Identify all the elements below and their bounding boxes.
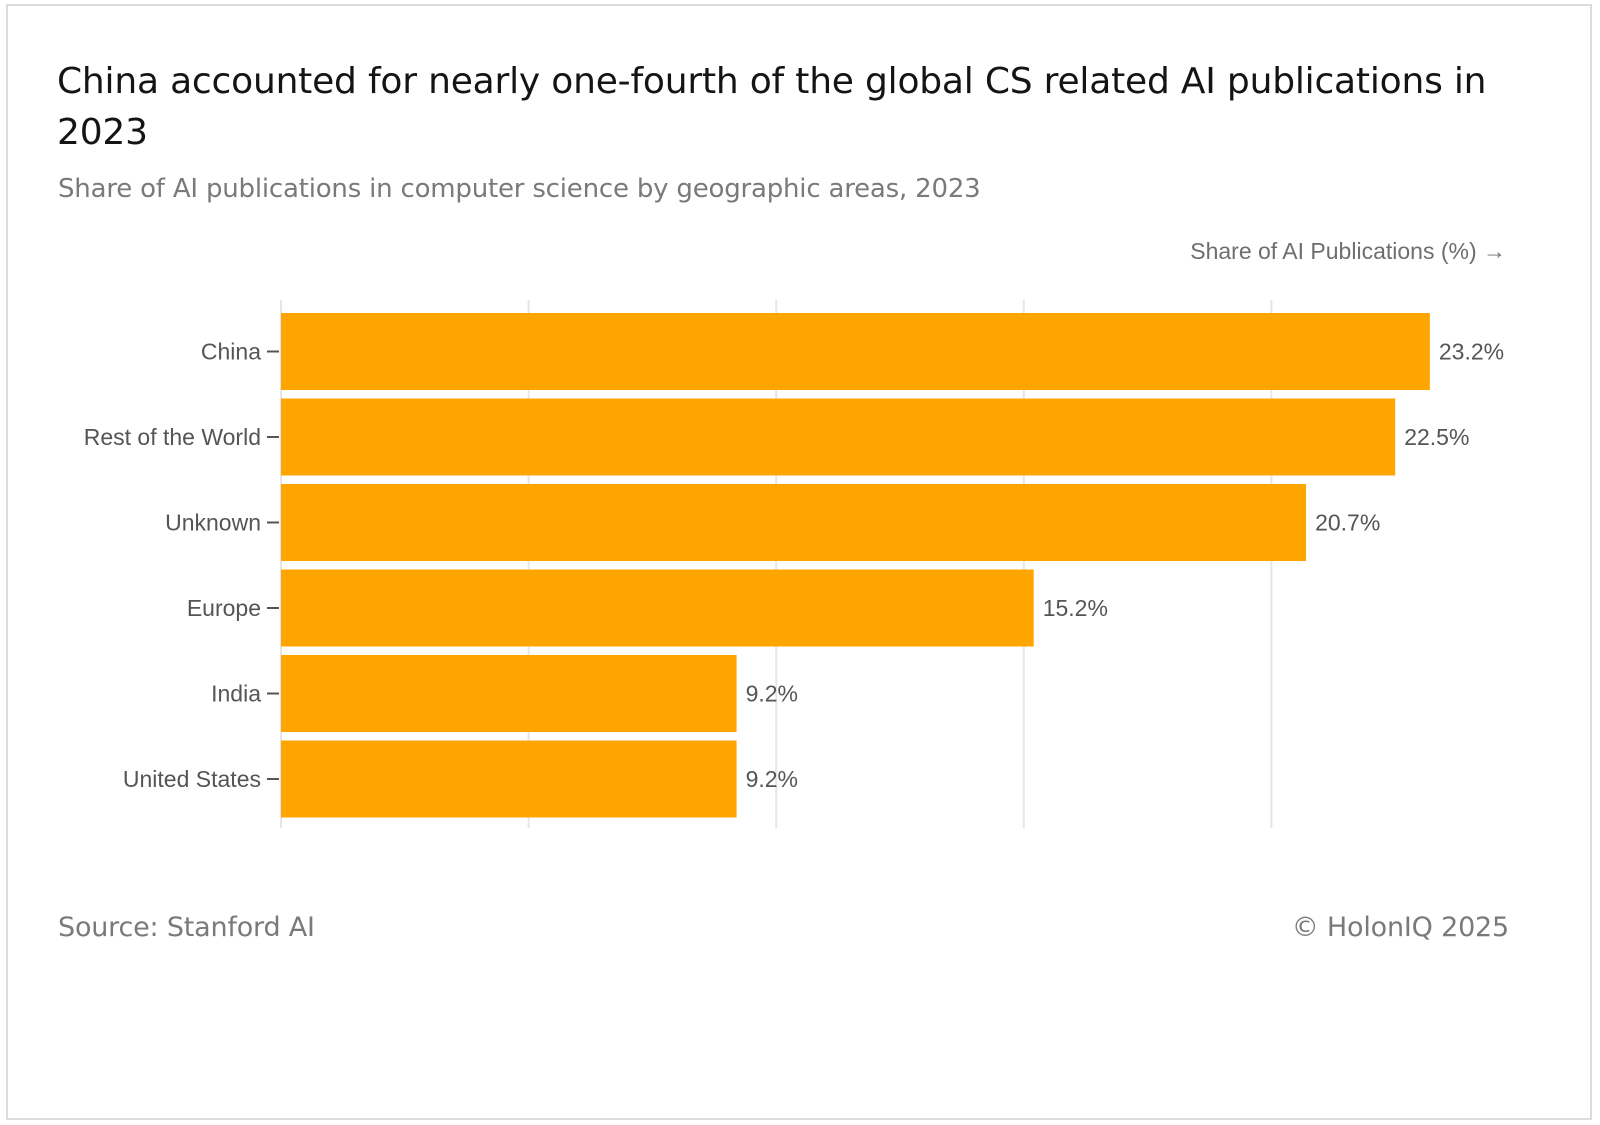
- y-tick-label-0: China: [201, 339, 261, 365]
- y-tick-label-1: Rest of the World: [84, 424, 261, 450]
- x-axis-title: Share of AI Publications (%) →: [1190, 238, 1506, 264]
- chart-title: China accounted for nearly one-fourth of…: [57, 61, 1487, 153]
- value-label-0: 23.2%: [1439, 339, 1504, 365]
- y-tick-label-3: Europe: [187, 595, 261, 621]
- labels: China 23.2% Rest of the World 22.5% Unknown 2…: [84, 339, 1504, 793]
- copyright-note: © HolonIQ 2025: [1291, 912, 1509, 943]
- bar-3[interactable]: [281, 569, 1034, 647]
- value-label-1: 22.5%: [1404, 424, 1469, 450]
- bars: [281, 313, 1430, 818]
- bar-5[interactable]: [281, 740, 737, 818]
- y-tick-label-5: United States: [123, 766, 261, 792]
- bar-2[interactable]: [281, 484, 1307, 561]
- bar-1[interactable]: [281, 398, 1396, 476]
- y-tick-label-4: India: [211, 681, 261, 707]
- value-label-5: 9.2%: [746, 766, 798, 792]
- value-label-2: 20.7%: [1315, 510, 1380, 536]
- y-tick-label-2: Unknown: [165, 510, 261, 536]
- source-note: Source: Stanford AI: [58, 912, 315, 943]
- bar-4[interactable]: [281, 655, 737, 732]
- value-label-3: 15.2%: [1043, 595, 1108, 621]
- chart-card: [6, 4, 1592, 1120]
- bar-0[interactable]: [281, 313, 1430, 390]
- chart-subtitle: Share of AI publications in computer sci…: [58, 174, 981, 204]
- value-label-4: 9.2%: [746, 681, 798, 707]
